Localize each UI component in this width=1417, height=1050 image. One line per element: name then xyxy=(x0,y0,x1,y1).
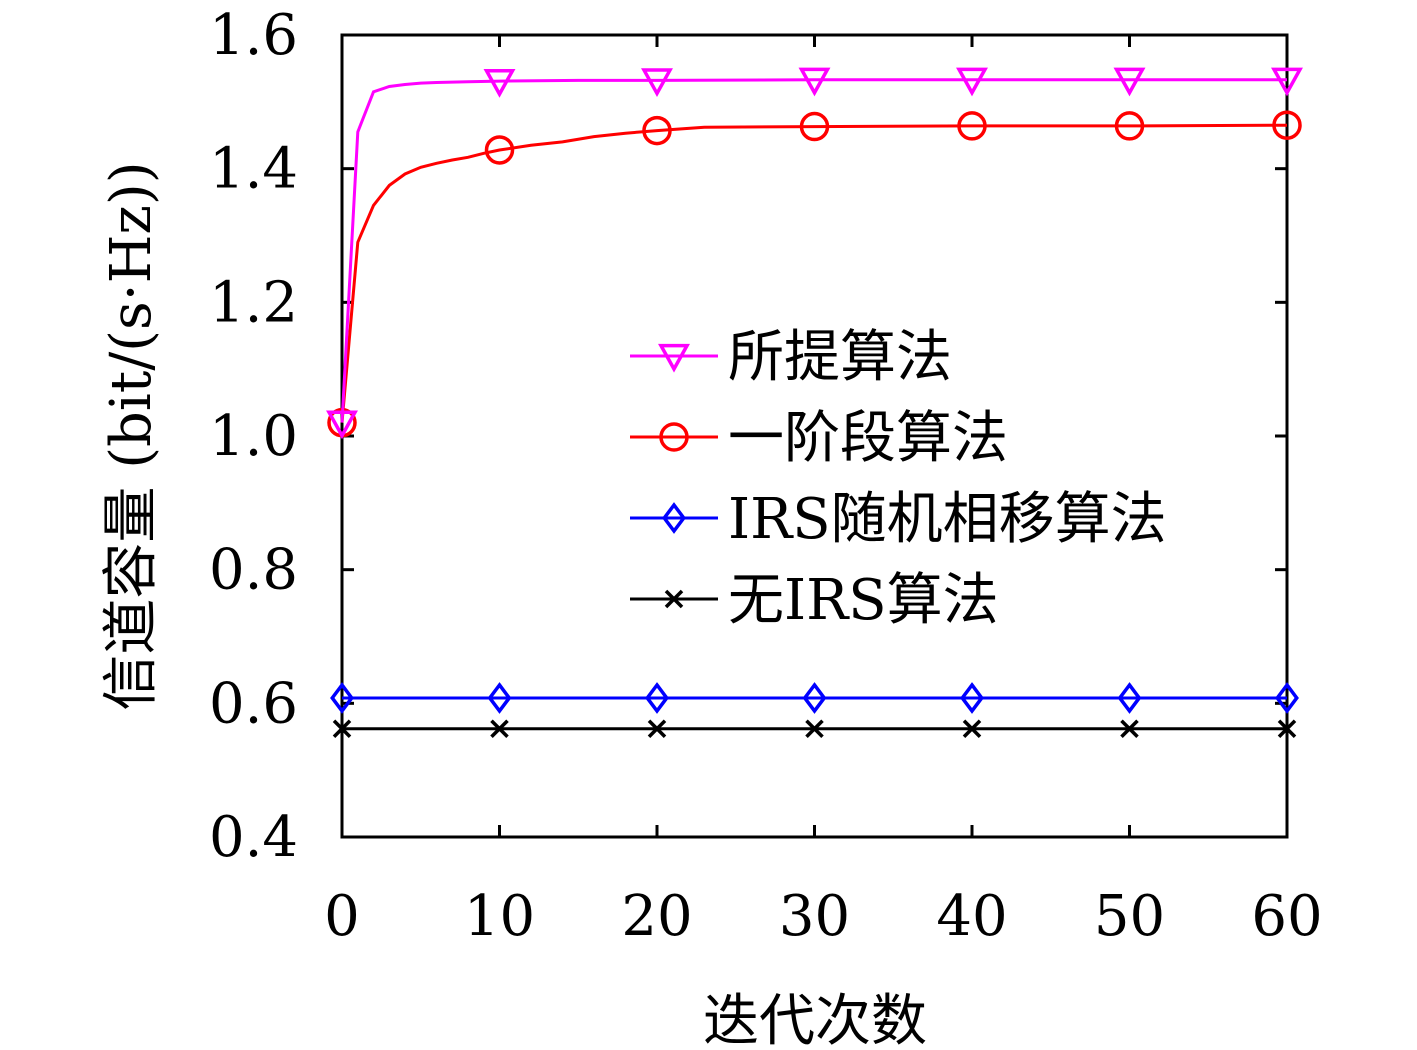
y-axis: 0.4 0.6 0.8 1.0 1.2 1.4 1.6 xyxy=(209,3,1287,870)
x-tick-label: 20 xyxy=(621,884,692,949)
data-point xyxy=(802,682,827,714)
legend-item: 所提算法 xyxy=(630,325,952,390)
data-point xyxy=(647,719,667,738)
x-marker-stroke xyxy=(1277,719,1297,738)
x-tick-label: 50 xyxy=(1094,884,1165,949)
y-tick-label: 1.2 xyxy=(209,270,298,335)
data-point xyxy=(805,719,824,738)
legend-marker xyxy=(658,343,690,373)
data-point xyxy=(957,111,987,141)
y-tick-label: 0.4 xyxy=(209,805,298,870)
data-point xyxy=(487,682,512,714)
legend-item: 一阶段算法 xyxy=(630,406,1008,471)
series-3 xyxy=(332,719,1297,738)
legend-label: 所提算法 xyxy=(728,325,952,390)
data-point xyxy=(330,682,354,714)
legend-marker xyxy=(662,502,686,534)
x-tick-label: 60 xyxy=(1251,884,1322,949)
data-point xyxy=(332,719,352,738)
data-point xyxy=(642,115,672,146)
legend-label: IRS随机相移算法 xyxy=(728,487,1167,552)
data-point xyxy=(1271,67,1303,97)
x-marker-stroke xyxy=(490,719,509,738)
data-point xyxy=(490,719,509,738)
legend-marker xyxy=(659,422,689,452)
data-point xyxy=(1114,111,1145,141)
data-point xyxy=(641,68,673,98)
y-tick-label: 1.4 xyxy=(209,137,298,202)
data-point xyxy=(798,67,831,97)
x-marker-stroke xyxy=(962,719,982,738)
legend-marker xyxy=(664,589,684,609)
x-tick-label: 10 xyxy=(464,884,535,949)
x-marker-stroke xyxy=(1120,719,1139,738)
data-point xyxy=(1272,110,1302,140)
data-point xyxy=(1113,67,1146,97)
y-axis-title: 信道容量 (bit/(s·Hz)) xyxy=(99,161,164,710)
series-2 xyxy=(330,682,1299,714)
x-tick-label: 30 xyxy=(779,884,850,949)
x-tick-label: 40 xyxy=(936,884,1007,949)
data-point xyxy=(326,410,358,440)
data-point xyxy=(1275,682,1299,714)
series-line xyxy=(340,78,1287,423)
legend-item: IRS随机相移算法 xyxy=(630,487,1167,552)
x-marker-stroke xyxy=(647,719,667,738)
data-point xyxy=(483,68,516,98)
data-point xyxy=(1117,682,1142,714)
x-marker-stroke xyxy=(664,589,684,609)
data-point xyxy=(484,135,515,165)
legend-item: 无IRS算法 xyxy=(630,568,999,633)
y-tick-label: 1.6 xyxy=(209,3,298,68)
data-point xyxy=(1277,719,1297,738)
legend-label: 一阶段算法 xyxy=(728,406,1008,471)
y-tick-label: 0.8 xyxy=(209,538,298,603)
x-tick-label: 0 xyxy=(324,884,360,949)
legend-label: 无IRS算法 xyxy=(728,568,999,633)
x-axis-title: 迭代次数 xyxy=(703,989,927,1050)
x-marker-stroke xyxy=(332,719,352,738)
x-axis: 0 10 20 30 40 50 60 xyxy=(324,35,1323,949)
series-0 xyxy=(326,67,1303,440)
y-tick-label: 1.0 xyxy=(209,404,298,469)
data-point xyxy=(799,111,830,142)
series-layer xyxy=(326,67,1303,738)
data-point xyxy=(962,719,982,738)
data-point xyxy=(956,67,988,97)
data-point xyxy=(960,682,984,714)
series-line xyxy=(340,123,1288,423)
data-point xyxy=(645,682,669,714)
data-point xyxy=(1120,719,1139,738)
series-1 xyxy=(327,110,1302,438)
x-marker-stroke xyxy=(805,719,824,738)
y-tick-label: 0.6 xyxy=(209,671,298,736)
